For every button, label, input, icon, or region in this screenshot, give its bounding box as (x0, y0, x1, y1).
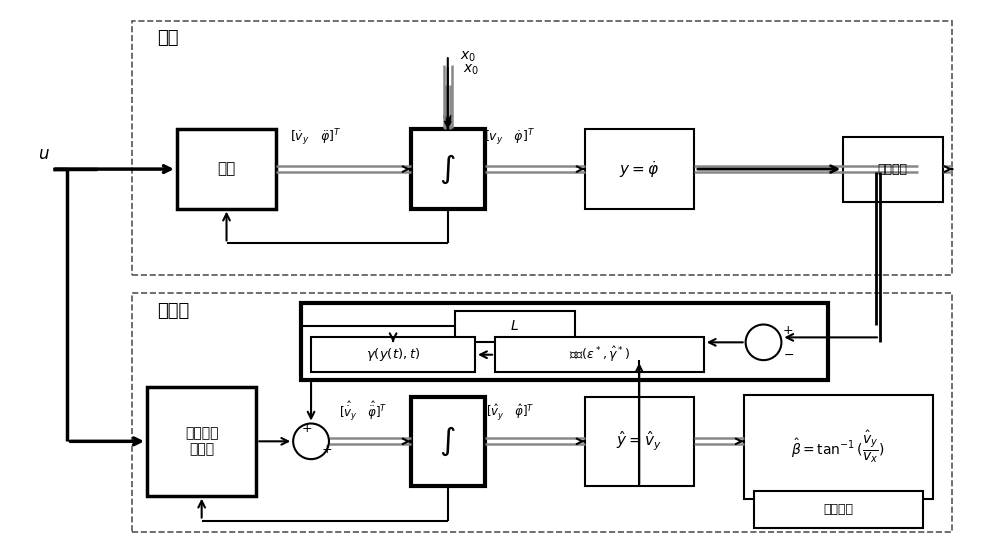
Text: $求解(\epsilon^*,\hat{\gamma}^*)$: $求解(\epsilon^*,\hat{\gamma}^*)$ (569, 345, 630, 364)
Text: $[\hat{v}_y \quad \hat{\varphi}]^T$: $[\hat{v}_y \quad \hat{\varphi}]^T$ (486, 401, 534, 421)
Bar (455, 311, 575, 342)
Bar (495, 337, 704, 372)
Text: 车辆: 车辆 (217, 161, 236, 176)
Text: 测量输出: 测量输出 (878, 163, 908, 176)
Bar (132, 20, 952, 275)
Text: $\int$: $\int$ (439, 153, 456, 186)
Text: 系统: 系统 (157, 29, 178, 48)
Text: +: + (302, 422, 312, 435)
Bar (585, 397, 694, 486)
Text: $x_0$: $x_0$ (463, 63, 479, 77)
Text: $\gamma(y(t),t)$: $\gamma(y(t),t)$ (366, 346, 420, 363)
Text: $\hat{y} = \hat{v}_y$: $\hat{y} = \hat{v}_y$ (616, 430, 662, 453)
Bar (411, 129, 485, 208)
Text: $y = \dot{\varphi}$: $y = \dot{\varphi}$ (619, 159, 659, 180)
Text: +: + (783, 324, 794, 337)
Bar (744, 395, 933, 499)
Text: $\hat{\beta} = \tan^{-1}(\dfrac{\hat{v}_y}{v_x})$: $\hat{\beta} = \tan^{-1}(\dfrac{\hat{v}_… (791, 429, 885, 465)
Text: 观测输出: 观测输出 (823, 503, 853, 516)
Text: $u$: $u$ (38, 145, 49, 163)
Bar (177, 129, 276, 208)
Bar (754, 491, 923, 529)
Bar (311, 337, 475, 372)
Text: +: + (322, 443, 332, 456)
Text: $[\hat{\dot{v}}_y \quad \hat{\ddot{\varphi}}]^T$: $[\hat{\dot{v}}_y \quad \hat{\ddot{\varp… (339, 400, 387, 424)
Bar (843, 137, 943, 202)
Bar (585, 129, 694, 208)
Text: $-$: $-$ (783, 348, 794, 361)
Text: $[\dot{v}_y \quad \ddot{\varphi}]^T$: $[\dot{v}_y \quad \ddot{\varphi}]^T$ (290, 127, 342, 148)
Bar (411, 397, 485, 486)
Bar (301, 302, 828, 380)
Text: 模糊动力
学模型: 模糊动力 学模型 (185, 426, 218, 456)
Text: $[v_y \quad \dot{\varphi}]^T$: $[v_y \quad \dot{\varphi}]^T$ (484, 127, 536, 148)
Text: $x_0$: $x_0$ (460, 50, 476, 65)
Text: $L$: $L$ (510, 320, 519, 333)
Text: 观测器: 观测器 (157, 301, 189, 320)
Text: $\int$: $\int$ (439, 425, 456, 458)
Bar (147, 387, 256, 496)
Bar (132, 293, 952, 533)
